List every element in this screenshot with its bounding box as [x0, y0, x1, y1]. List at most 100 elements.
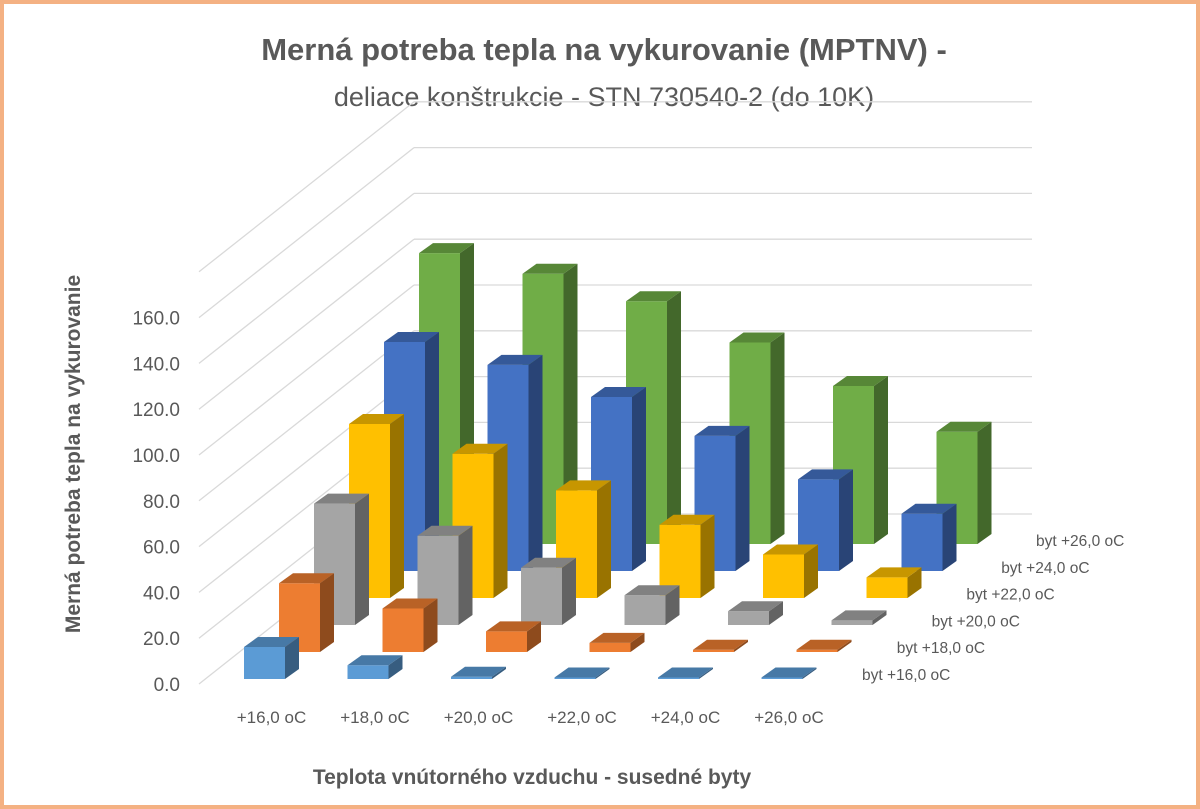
y-tick-label: 120.0 [132, 400, 180, 421]
x-axis-title: Teplota vnútorného vzduchu - susedné byt… [313, 766, 752, 789]
bar-top-face [314, 493, 369, 504]
y-tick-label: 100.0 [132, 446, 180, 467]
bar-front-face [796, 649, 838, 652]
bar-side-face [493, 443, 508, 598]
bar-top-face [451, 666, 506, 677]
bar [589, 632, 645, 652]
x-tick-label: +16,0 oC [237, 708, 306, 727]
bar-top-face [761, 667, 817, 678]
bar-top-face [798, 469, 853, 480]
bar-front-face [451, 676, 492, 679]
bar-top-face [419, 243, 474, 254]
bar-side-face [595, 667, 610, 679]
x-tick-label: +20,0 oC [444, 708, 513, 727]
x-tick-label: +22,0 oC [547, 708, 616, 727]
bar-front-face [279, 583, 320, 652]
bar-front-face [589, 642, 631, 652]
bar-front-face [763, 554, 804, 598]
bar-side-face [804, 544, 818, 598]
bar-top-face [831, 610, 887, 621]
y-tick-label: 0.0 [154, 675, 180, 696]
depth-axis-label: byt +18,0 oC [897, 640, 985, 657]
bar-front-face [347, 665, 389, 679]
bar-top-face [349, 413, 404, 424]
bar-side-face [734, 639, 748, 652]
bar [693, 639, 748, 652]
bar-side-face [597, 480, 611, 598]
y-tick-label: 160.0 [132, 309, 180, 330]
bar-top-face [522, 263, 578, 274]
bar [659, 514, 715, 598]
side-wall-gridline [198, 238, 415, 410]
bar-side-face [700, 514, 715, 598]
bar-side-face [699, 667, 713, 679]
x-tick-label: +24,0 oC [651, 708, 720, 727]
bar-top-face [659, 514, 715, 525]
bar-side-face [320, 573, 334, 652]
bar [763, 544, 818, 598]
bar [728, 601, 783, 625]
bar-side-face [355, 493, 369, 625]
bar-front-face [624, 595, 666, 625]
bar [486, 621, 541, 652]
bar-side-face [735, 425, 750, 571]
bar-top-face [556, 480, 611, 491]
bar-front-face [761, 677, 803, 679]
bar-side-face [667, 291, 681, 544]
bar-front-face [658, 677, 699, 679]
depth-axis-label: byt +20,0 oC [932, 613, 1020, 630]
y-tick-label: 80.0 [143, 492, 180, 513]
bar-top-face [487, 354, 543, 365]
bar [831, 610, 887, 625]
bar-side-face [458, 525, 473, 625]
bar-top-face [591, 386, 646, 397]
bar [866, 567, 922, 598]
bar-side-face [492, 666, 506, 679]
bar-top-face [244, 636, 299, 647]
bar-side-face [942, 503, 957, 571]
chart-title: Merná potreba tepla na vykurovanie (MPTN… [261, 32, 947, 67]
bar-side-face [770, 332, 785, 544]
bar-side-face [630, 632, 645, 652]
bar-side-face [977, 421, 992, 544]
side-wall-gridline [198, 192, 415, 364]
y-tick-label: 40.0 [143, 583, 180, 604]
depth-axis-label: byt +16,0 oC [862, 667, 950, 684]
bar-top-face [417, 525, 473, 536]
bar [761, 667, 817, 679]
bar-top-face [693, 639, 748, 650]
bar-top-face [486, 621, 541, 632]
bar-side-face [425, 332, 439, 571]
x-tick-label: +18,0 oC [340, 708, 409, 727]
bar-side-face [390, 413, 404, 598]
y-axis-title: Merná potreba tepla na vykurovanie [62, 275, 85, 633]
bar-top-face [694, 425, 750, 436]
bar-top-face [384, 332, 439, 342]
bar-top-face [554, 667, 610, 678]
bar-top-face [729, 332, 785, 343]
side-wall-gridline [198, 101, 415, 273]
bar-side-face [527, 621, 541, 652]
bar-side-face [874, 375, 888, 544]
y-tick-label: 20.0 [143, 629, 180, 650]
bar-side-face [388, 655, 403, 679]
bar-top-face [452, 443, 508, 454]
bar-front-face [521, 567, 562, 625]
bar-top-face [901, 503, 957, 514]
bar-side-face [285, 636, 299, 679]
bar [554, 667, 610, 679]
bar-side-face [802, 667, 817, 679]
x-tick-label: +26,0 oC [754, 708, 823, 727]
bar [901, 503, 957, 571]
bar-front-face [831, 620, 873, 625]
bar-side-face [839, 469, 853, 571]
bar [658, 667, 713, 679]
bar-top-face [279, 573, 334, 584]
bar-top-face [833, 375, 888, 386]
bar [521, 557, 576, 625]
side-wall-gridline [198, 376, 415, 548]
bar [244, 636, 299, 679]
bar-side-face [632, 386, 646, 571]
bar [796, 639, 852, 652]
bar-front-face [244, 646, 285, 679]
